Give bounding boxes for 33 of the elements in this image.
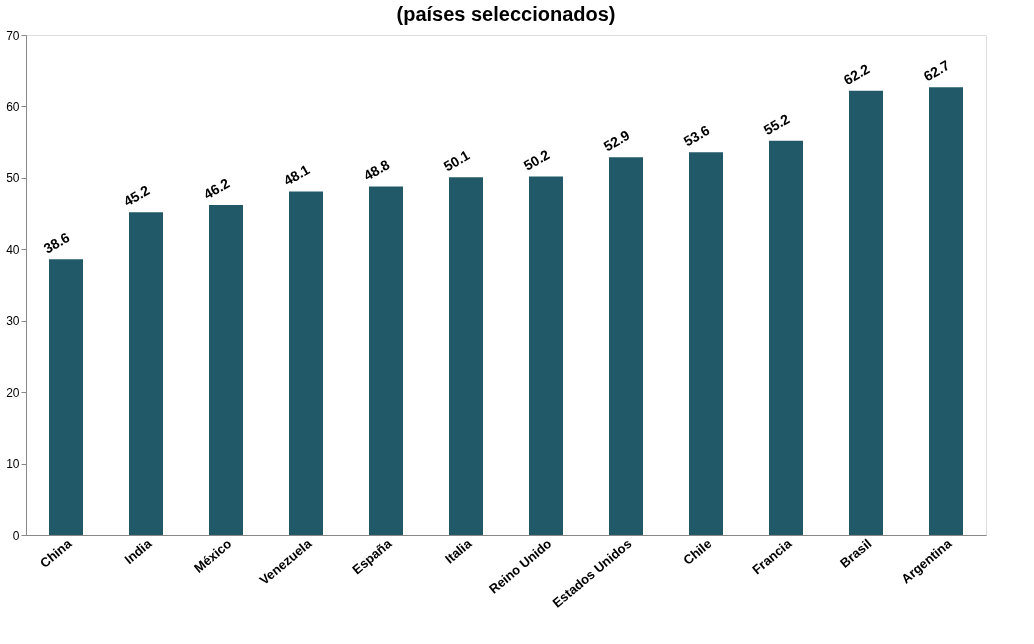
data-label: 53.6 xyxy=(680,121,713,150)
bar xyxy=(529,176,563,535)
data-label: 52.9 xyxy=(600,126,633,155)
data-label: 48.1 xyxy=(280,161,313,189)
data-label: 55.2 xyxy=(760,110,793,138)
bar xyxy=(209,205,243,535)
bar xyxy=(289,191,323,535)
bar xyxy=(929,87,963,535)
y-tick-label: 60 xyxy=(6,99,20,114)
y-tick-label: 10 xyxy=(6,457,20,472)
bar xyxy=(849,90,883,535)
data-label: 38.6 xyxy=(40,228,73,257)
data-label: 46.2 xyxy=(200,174,233,203)
y-tick-label: 50 xyxy=(6,171,20,186)
y-tick-label: 40 xyxy=(6,242,20,257)
y-tick-label: 0 xyxy=(12,528,20,543)
data-label: 62.2 xyxy=(840,60,873,88)
y-tick-label: 30 xyxy=(6,314,20,329)
bar xyxy=(129,212,163,535)
bar xyxy=(689,152,723,535)
y-tick-label: 70 xyxy=(6,28,20,43)
bar xyxy=(369,186,403,535)
bar xyxy=(609,157,643,535)
data-label: 50.2 xyxy=(520,146,553,174)
y-tick-label: 20 xyxy=(6,385,20,400)
bar xyxy=(769,140,803,535)
data-label: 62.7 xyxy=(920,56,953,85)
bar xyxy=(449,177,483,535)
data-label: 48.8 xyxy=(360,156,393,184)
data-label: 50.1 xyxy=(440,146,473,175)
data-label: 45.2 xyxy=(120,181,153,210)
bar xyxy=(49,259,83,535)
chart-title: (países seleccionados) xyxy=(396,3,616,25)
